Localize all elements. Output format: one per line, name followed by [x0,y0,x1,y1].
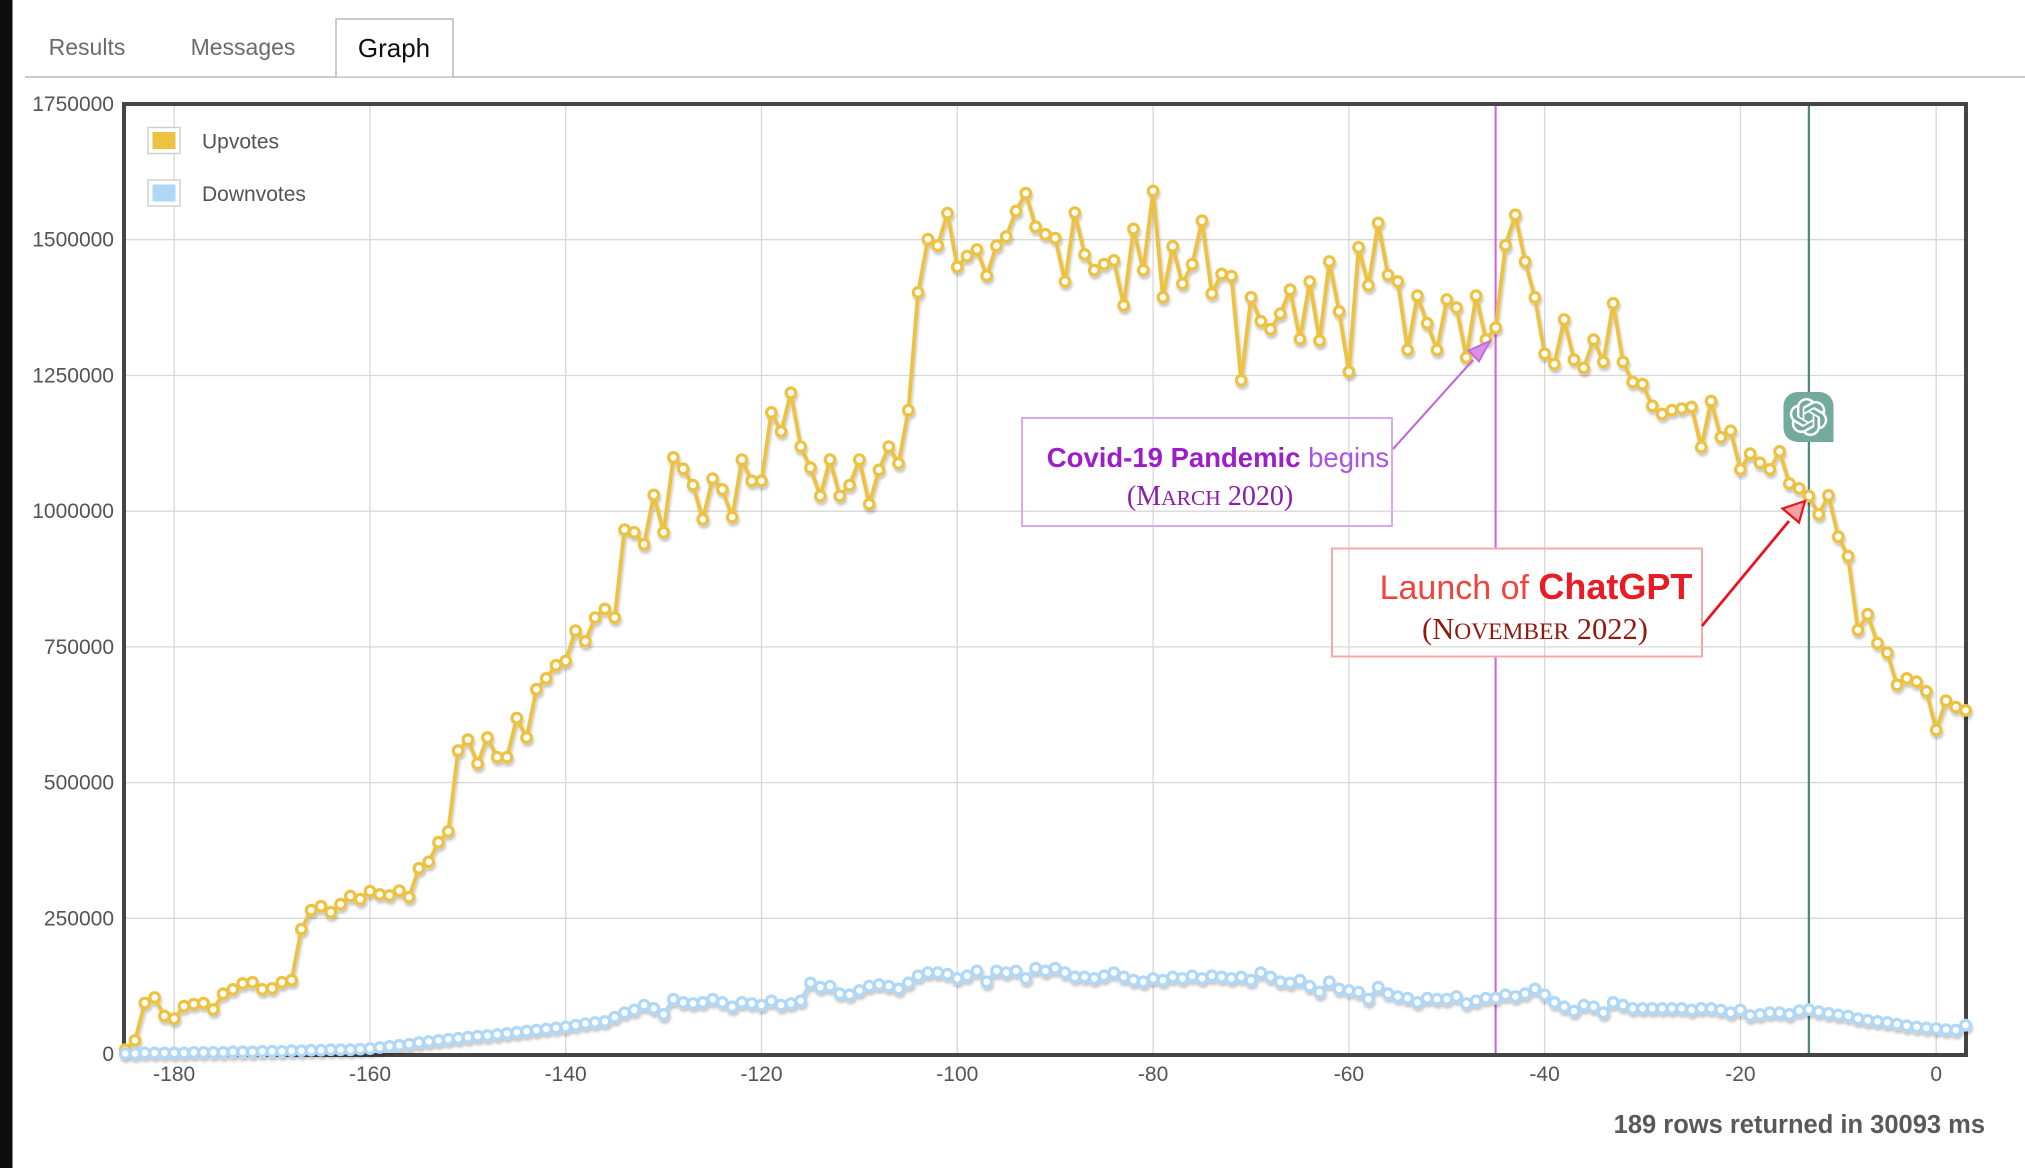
svg-text:1750000: 1750000 [32,93,114,116]
svg-text:-120: -120 [740,1063,782,1086]
svg-text:Launch of ChatGPT: Launch of ChatGPT [1380,566,1693,607]
svg-text:(MARCH 2020): (MARCH 2020) [1127,481,1293,512]
svg-text:1250000: 1250000 [32,365,114,388]
svg-text:Downvotes: Downvotes [202,183,306,206]
svg-text:0: 0 [102,1043,114,1066]
svg-text:500000: 500000 [44,772,114,795]
svg-text:1500000: 1500000 [32,229,114,252]
svg-text:Covid-19 Pandemic begins: Covid-19 Pandemic begins [1047,442,1389,473]
svg-text:-80: -80 [1138,1063,1168,1086]
svg-text:-100: -100 [936,1063,978,1086]
svg-text:-40: -40 [1529,1063,1559,1086]
svg-text:250000: 250000 [44,907,114,930]
svg-text:Results: Results [49,34,126,60]
svg-text:-60: -60 [1334,1063,1364,1086]
svg-text:-140: -140 [545,1063,587,1086]
svg-text:-20: -20 [1725,1063,1755,1086]
svg-text:750000: 750000 [44,636,114,659]
svg-text:Graph: Graph [358,33,430,63]
svg-text:Messages: Messages [191,34,296,60]
svg-text:189 rows returned in 30093 ms: 189 rows returned in 30093 ms [1614,1111,1985,1139]
svg-text:1000000: 1000000 [32,500,114,523]
svg-text:-180: -180 [153,1063,195,1086]
svg-text:Upvotes: Upvotes [202,131,279,154]
svg-text:0: 0 [1930,1063,1942,1086]
svg-text:-160: -160 [349,1063,391,1086]
